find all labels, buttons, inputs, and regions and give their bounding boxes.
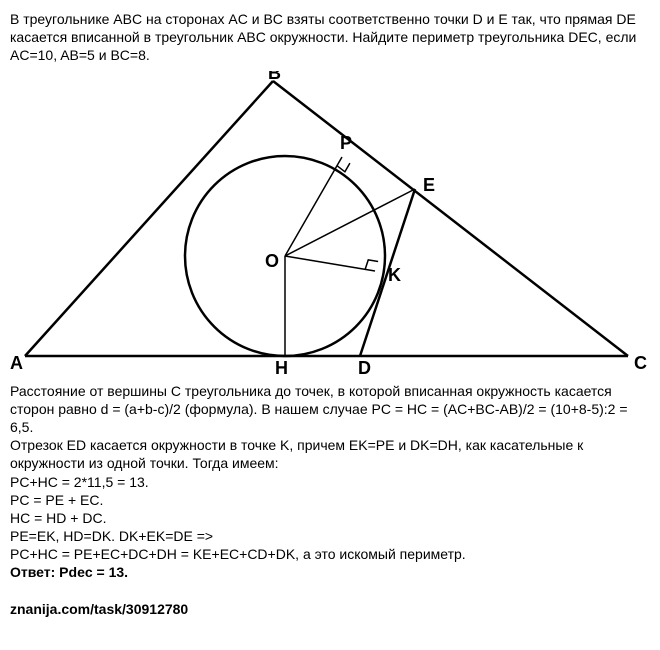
svg-text:E: E xyxy=(423,175,435,195)
svg-text:H: H xyxy=(275,358,288,376)
source-link: znanija.com/task/30912780 xyxy=(10,600,650,618)
geometry-diagram: A B C D E P K H O xyxy=(10,71,650,376)
solution-block: Расстояние от вершины C треугольника до … xyxy=(10,382,650,582)
svg-text:P: P xyxy=(340,133,352,153)
svg-text:B: B xyxy=(268,71,281,83)
solution-line: PE=EK, HD=DK. DK+EK=DE => xyxy=(10,527,650,545)
solution-line: Отрезок ED касается окружности в точке K… xyxy=(10,436,650,472)
solution-line: Расстояние от вершины C треугольника до … xyxy=(10,382,650,437)
svg-text:K: K xyxy=(388,265,401,285)
solution-line: PC+HC = PE+EC+DC+DH = KE+EC+CD+DK, а это… xyxy=(10,545,650,563)
svg-text:O: O xyxy=(265,251,279,271)
answer-line: Ответ: Pdec = 13. xyxy=(10,563,650,581)
solution-line: HC = HD + DC. xyxy=(10,509,650,527)
svg-text:C: C xyxy=(634,353,647,373)
solution-line: PC+HC = 2*11,5 = 13. xyxy=(10,473,650,491)
solution-line: PC = PE + EC. xyxy=(10,491,650,509)
svg-text:D: D xyxy=(358,358,371,376)
svg-text:A: A xyxy=(10,353,23,373)
problem-statement: В треугольнике ABC на сторонах AC и BC в… xyxy=(10,10,650,65)
